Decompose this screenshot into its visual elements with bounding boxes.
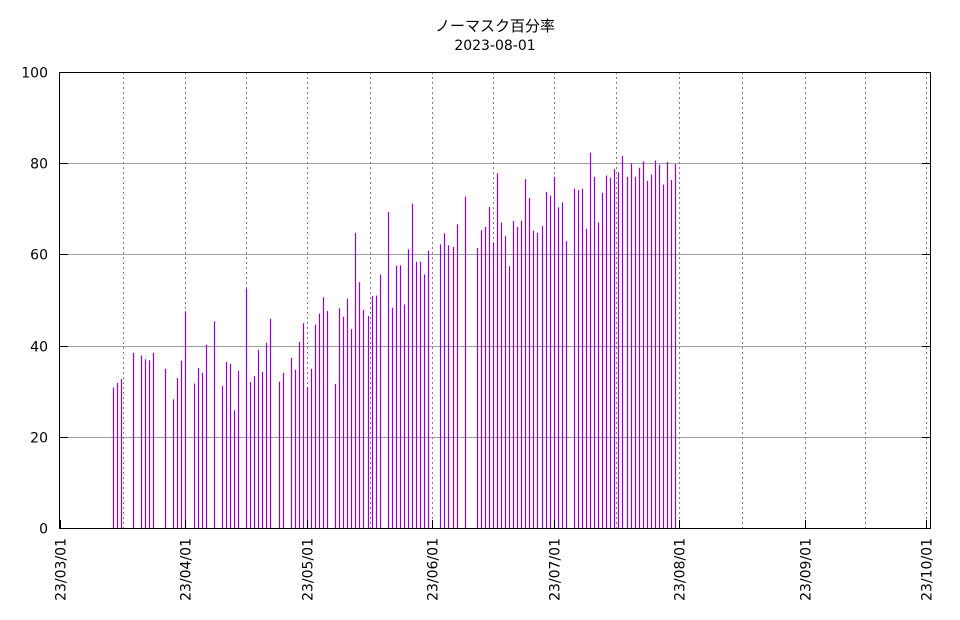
y-tick-label: 100 bbox=[21, 66, 48, 82]
y-tick-label: 40 bbox=[30, 340, 48, 356]
data-bars bbox=[112, 152, 677, 528]
chart-subtitle: 2023-08-01 bbox=[454, 38, 535, 54]
grid-lines bbox=[60, 72, 930, 528]
x-tick-label: 23/05/01 bbox=[301, 538, 317, 601]
y-tick-label: 60 bbox=[30, 248, 48, 264]
x-tick-label: 23/08/01 bbox=[673, 538, 689, 601]
y-tick-label: 20 bbox=[30, 431, 48, 447]
x-tick-label: 23/06/01 bbox=[426, 538, 442, 601]
x-axis: 23/03/01 23/04/01 23/05/01 23/06/01 23/07/01… bbox=[54, 520, 936, 601]
x-tick-label: 23/10/01 bbox=[920, 538, 936, 601]
x-tick-label: 23/07/01 bbox=[548, 538, 564, 601]
x-tick-label: 23/03/01 bbox=[54, 538, 70, 601]
y-tick-label: 0 bbox=[39, 522, 48, 538]
x-tick-label: 23/09/01 bbox=[799, 538, 815, 601]
plot-frame bbox=[59, 72, 931, 529]
chart-title: ノーマスク百分率 bbox=[435, 17, 555, 35]
y-tick-label: 80 bbox=[30, 157, 48, 173]
y-axis: 0 20 40 60 80 100 bbox=[21, 66, 930, 538]
x-tick-label: 23/04/01 bbox=[179, 538, 195, 601]
